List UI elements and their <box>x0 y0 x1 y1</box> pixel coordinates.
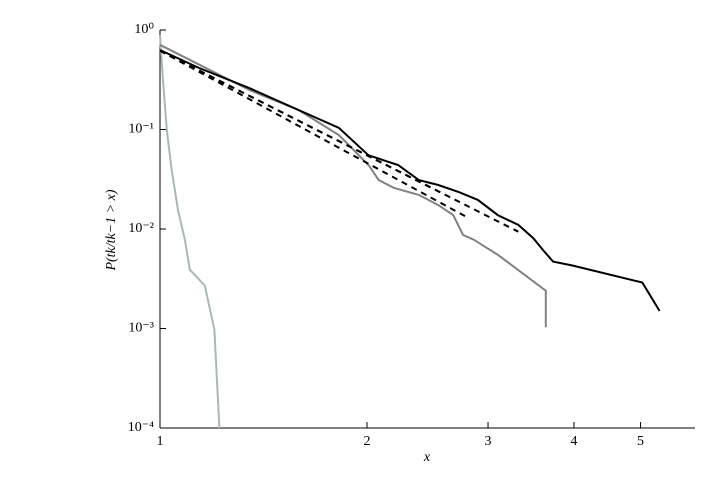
x-axis-label: x <box>423 450 431 465</box>
y-tick-label: 10⁻¹ <box>128 122 154 137</box>
line-series <box>159 49 661 312</box>
x-tick-label: 2 <box>363 434 370 449</box>
y-tick-label: 10⁻⁴ <box>128 420 154 435</box>
x-tick-label: 3 <box>485 434 492 449</box>
line-series <box>159 34 221 429</box>
x-tick-label: 4 <box>570 434 577 449</box>
x-tick-label: 1 <box>157 434 164 449</box>
y-tick-label: 10⁻² <box>128 221 154 236</box>
line-series <box>159 49 446 196</box>
y-tick-label: 10⁻³ <box>128 321 154 336</box>
x-tick-label: 5 <box>637 434 644 449</box>
y-axis-label: P(tk/tk−1 > x) <box>104 189 119 271</box>
line-series <box>159 43 547 328</box>
line-series <box>159 49 469 219</box>
y-tick-label: 10⁰ <box>134 22 154 37</box>
